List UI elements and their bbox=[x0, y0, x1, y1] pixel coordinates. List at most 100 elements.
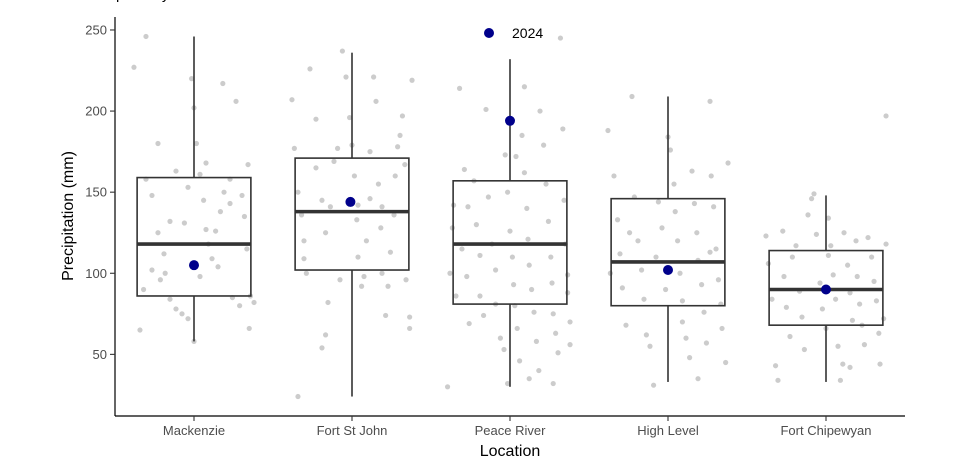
data-point-peace-river bbox=[531, 309, 537, 315]
y-ticks: 50 100 150 200 250 bbox=[85, 22, 115, 362]
data-point-fort-st-john bbox=[407, 325, 413, 332]
data-point-fort-chipewyan bbox=[787, 333, 793, 340]
data-point-peace-river bbox=[557, 35, 564, 41]
data-point-peace-river bbox=[555, 350, 561, 356]
data-point-peace-river bbox=[483, 106, 489, 113]
boxes bbox=[136, 36, 884, 397]
data-point-high-level bbox=[719, 325, 725, 332]
data-point-fort-chipewyan bbox=[783, 304, 789, 310]
data-point-mackenzie bbox=[239, 192, 245, 199]
data-point-fort-st-john bbox=[313, 116, 319, 122]
highlight-point-fort-chipewyan bbox=[821, 284, 831, 295]
data-point-fort-chipewyan bbox=[847, 364, 853, 370]
data-point-high-level bbox=[701, 309, 707, 315]
data-point-fort-st-john bbox=[387, 249, 394, 255]
data-point-fort-chipewyan bbox=[840, 361, 846, 367]
data-point-mackenzie bbox=[217, 209, 224, 215]
x-axis-title: Location bbox=[480, 443, 541, 460]
data-point-fort-chipewyan bbox=[769, 296, 775, 302]
data-point-fort-st-john bbox=[373, 98, 379, 104]
data-point-mackenzie bbox=[155, 140, 161, 147]
data-point-mackenzie bbox=[197, 273, 203, 280]
data-point-fort-st-john bbox=[392, 173, 398, 179]
data-point-fort-chipewyan bbox=[835, 343, 841, 349]
data-point-fort-chipewyan bbox=[853, 238, 859, 244]
data-point-fort-chipewyan bbox=[869, 254, 875, 260]
data-point-mackenzie bbox=[173, 306, 179, 312]
data-point-fort-st-john bbox=[355, 254, 361, 260]
data-point-fort-st-john bbox=[403, 277, 409, 283]
data-point-high-level bbox=[614, 217, 621, 223]
data-point-high-level bbox=[659, 225, 665, 231]
box-fort-st-john bbox=[294, 157, 410, 271]
data-point-fort-chipewyan bbox=[780, 228, 786, 234]
data-point-fort-st-john bbox=[367, 149, 373, 155]
data-point-fort-st-john bbox=[351, 173, 358, 179]
x-ticks: Mackenzie Fort St John Peace River High Lev… bbox=[163, 416, 872, 438]
legend: 2024 bbox=[484, 25, 543, 41]
data-point-fort-st-john bbox=[402, 161, 408, 168]
data-point-fort-st-john bbox=[289, 97, 295, 103]
data-point-high-level bbox=[638, 267, 645, 273]
data-point-high-level bbox=[677, 270, 683, 276]
data-point-peace-river bbox=[461, 166, 467, 173]
data-point-mackenzie bbox=[203, 226, 209, 233]
data-point-peace-river bbox=[536, 367, 542, 374]
data-point-fort-st-john bbox=[399, 113, 406, 119]
box-mackenzie bbox=[136, 176, 252, 297]
data-point-fort-st-john bbox=[337, 277, 343, 283]
data-point-peace-river bbox=[550, 380, 556, 387]
data-point-fort-chipewyan bbox=[781, 273, 787, 280]
data-point-peace-river bbox=[567, 342, 573, 348]
data-point-high-level bbox=[707, 249, 713, 255]
data-point-mackenzie bbox=[143, 33, 149, 40]
data-point-high-level bbox=[694, 230, 700, 236]
data-point-mackenzie bbox=[155, 230, 161, 236]
highlight-point-peace-river bbox=[505, 115, 515, 126]
data-point-mackenzie bbox=[162, 270, 168, 276]
data-point-mackenzie bbox=[237, 303, 243, 309]
data-point-high-level bbox=[623, 322, 629, 328]
data-point-mackenzie bbox=[188, 76, 195, 82]
data-point-high-level bbox=[699, 282, 705, 288]
x-tick-label-fort-st-john: Fort St John bbox=[317, 423, 388, 438]
data-point-mackenzie bbox=[185, 184, 191, 190]
data-point-mackenzie bbox=[185, 316, 191, 322]
data-point-high-level bbox=[662, 286, 669, 293]
data-point-fort-st-john bbox=[361, 273, 367, 280]
data-point-peace-river bbox=[504, 380, 511, 387]
data-point-high-level bbox=[679, 319, 686, 325]
data-point-peace-river bbox=[545, 218, 552, 224]
data-point-peace-river bbox=[529, 286, 535, 293]
x-tick-label-peace-river: Peace River bbox=[475, 423, 546, 438]
data-point-high-level bbox=[683, 335, 689, 341]
data-point-mackenzie bbox=[203, 160, 209, 166]
data-point-fort-chipewyan bbox=[873, 298, 880, 304]
data-point-peace-river bbox=[519, 132, 525, 139]
data-point-peace-river bbox=[501, 346, 507, 353]
data-point-peace-river bbox=[456, 85, 463, 91]
data-point-mackenzie bbox=[201, 197, 207, 203]
data-point-high-level bbox=[672, 209, 678, 215]
data-point-fort-st-john bbox=[397, 132, 403, 139]
data-point-fort-chipewyan bbox=[793, 243, 799, 249]
data-point-fort-chipewyan bbox=[857, 301, 863, 307]
data-point-high-level bbox=[707, 98, 713, 104]
data-point-high-level bbox=[711, 204, 717, 210]
data-point-fort-chipewyan bbox=[811, 191, 817, 197]
data-point-mackenzie bbox=[181, 220, 187, 226]
data-point-high-level bbox=[671, 181, 677, 187]
data-point-fort-st-john bbox=[322, 230, 329, 236]
data-point-peace-river bbox=[553, 330, 559, 336]
chart-title-partial: p y bbox=[116, 0, 170, 3]
data-point-fort-chipewyan bbox=[833, 296, 839, 302]
data-point-mackenzie bbox=[167, 296, 173, 302]
highlight-points-2024 bbox=[189, 115, 831, 295]
data-point-fort-chipewyan bbox=[883, 241, 889, 247]
data-point-fort-st-john bbox=[334, 145, 341, 151]
data-point-fort-chipewyan bbox=[789, 254, 795, 260]
data-point-fort-st-john bbox=[371, 74, 377, 80]
data-point-fort-st-john bbox=[331, 158, 337, 164]
data-point-peace-river bbox=[502, 152, 508, 158]
data-point-fort-st-john bbox=[379, 270, 385, 276]
